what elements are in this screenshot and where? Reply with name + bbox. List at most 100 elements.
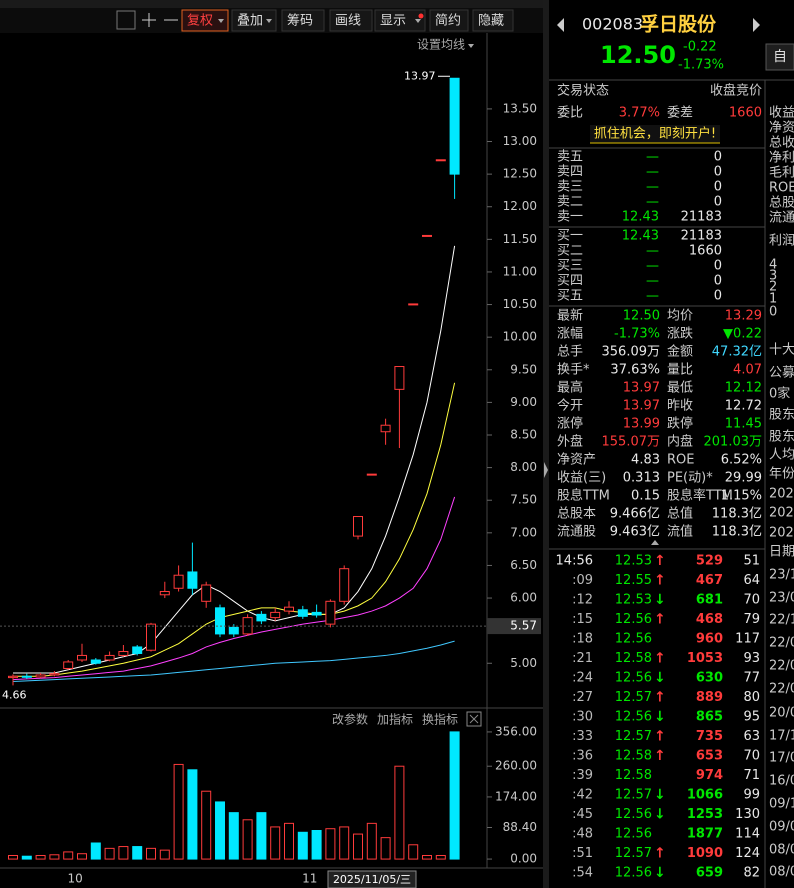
toolbar-icon[interactable]: [116, 10, 136, 30]
diff-value: 1660: [729, 106, 762, 121]
trade-volume: 1253: [687, 807, 723, 822]
toolbar-button[interactable]: [181, 9, 229, 32]
candle-body: [215, 607, 225, 635]
stat-value: 6.52%: [721, 453, 762, 468]
indicator-button[interactable]: 加指标: [377, 712, 413, 727]
trade-time: :48: [572, 827, 593, 842]
stat-value: 37.63%: [610, 363, 660, 378]
toolbar-button-label[interactable]: 隐藏: [478, 14, 504, 29]
volume-bar: [201, 790, 212, 860]
book-volume: 0: [714, 150, 722, 165]
stat-value: 356.09万: [602, 345, 661, 360]
indicator-button[interactable]: 换指标: [422, 712, 458, 727]
trade-count: 95: [743, 710, 760, 725]
trade-price: 12.56: [615, 710, 652, 725]
volume-bar: [366, 822, 377, 860]
trade-volume: 659: [696, 866, 723, 881]
trade-count: 93: [743, 651, 760, 666]
book-price: —: [646, 165, 659, 180]
trade-time: :18: [572, 632, 593, 647]
notice-dot: [418, 13, 424, 19]
trade-arrow: ↑: [654, 690, 666, 706]
y-tick-label: 8.50: [510, 428, 537, 442]
volume-bar: [339, 826, 350, 860]
candle-body: [366, 473, 377, 476]
book-volume: 0: [714, 180, 722, 195]
next-stock[interactable]: [753, 18, 760, 32]
y-tick-label: 10.50: [503, 297, 537, 311]
volume-bar: [284, 822, 294, 860]
dropdown-arrow[interactable]: [468, 44, 474, 48]
trade-arrow: ↑: [654, 651, 666, 667]
side-item: 总股: [769, 196, 794, 211]
toolbar-button[interactable]: [281, 9, 325, 32]
trade-count: 71: [743, 768, 760, 783]
toolbar-button-label[interactable]: 显示: [380, 14, 406, 29]
y-tick-label: 8.00: [510, 460, 537, 474]
candle-body: [77, 654, 87, 661]
toolbar-button[interactable]: [374, 9, 426, 32]
side-item: 股东: [769, 430, 794, 445]
splitter[interactable]: [543, 0, 549, 888]
trade-price: 12.56: [615, 632, 652, 647]
trade-arrow: ↑: [654, 748, 666, 764]
self-select-label[interactable]: 自: [773, 49, 787, 65]
y-tick-label: 174.00: [495, 789, 537, 803]
side-item: 2: [769, 280, 777, 295]
close-indicator[interactable]: [466, 711, 482, 727]
book-volume: 0: [714, 195, 722, 210]
stat-value: 9.463亿: [610, 525, 660, 540]
x-tick-label: 10: [68, 872, 83, 886]
trade-arrow: ↓: [654, 865, 666, 881]
toolbar-button-label[interactable]: 叠加: [237, 14, 263, 29]
expand-arrow[interactable]: [651, 540, 659, 545]
stock-code: 002083: [582, 15, 643, 34]
side-item: 22/0: [769, 659, 794, 674]
dropdown-arrow[interactable]: [415, 19, 421, 23]
candle-body: [118, 651, 129, 656]
trade-arrow: ↑: [654, 573, 666, 589]
dropdown-arrow[interactable]: [266, 19, 272, 23]
toolbar-button-label[interactable]: 复权: [187, 13, 213, 29]
trade-volume: 653: [696, 749, 723, 764]
indicator-button[interactable]: 改参数: [332, 712, 368, 727]
side-item: 09/0: [769, 820, 794, 835]
dropdown-arrow[interactable]: [218, 19, 224, 23]
toolbar-button[interactable]: [429, 9, 469, 32]
book-price: —: [646, 150, 659, 165]
side-item: 公募: [769, 366, 794, 381]
y-tick-label: 260.00: [495, 759, 537, 773]
y-tick-label: 7.50: [510, 493, 537, 507]
trade-volume: 974: [696, 768, 723, 783]
book-label: 卖四: [557, 165, 583, 180]
book-volume: 1660: [689, 244, 722, 259]
toolbar-button[interactable]: [231, 9, 277, 32]
stat-value: 1.15%: [721, 489, 762, 504]
book-price: —: [646, 289, 659, 304]
ma-setting[interactable]: 设置均线: [417, 38, 465, 52]
volume-bar: [132, 846, 143, 860]
banner-text[interactable]: 抓住机会，即刻开户!: [594, 126, 716, 142]
trade-price: 12.56: [615, 612, 652, 627]
splitter-arrow[interactable]: [544, 462, 548, 478]
toolbar-button-label[interactable]: 简约: [435, 13, 461, 29]
volume-bar: [77, 853, 87, 860]
volume-bar: [215, 801, 225, 860]
close-indicator[interactable]: [469, 714, 479, 724]
banner[interactable]: [590, 125, 720, 143]
candle-body: [435, 159, 446, 162]
side-item: 08/0: [769, 843, 794, 858]
toolbar-button-label[interactable]: 筹码: [287, 13, 313, 29]
trade-arrow: ↓: [654, 670, 666, 686]
ratio-value: 3.77%: [619, 106, 660, 121]
side-item: 3: [769, 269, 777, 284]
self-select-button[interactable]: [765, 43, 794, 71]
toolbar-button[interactable]: [472, 9, 514, 32]
stat-value: 201.03万: [704, 435, 763, 450]
toolbar-button-label[interactable]: 画线: [335, 14, 361, 29]
trade-price: 12.57: [615, 788, 652, 803]
volume-bar: [422, 855, 432, 860]
prev-stock[interactable]: [557, 18, 564, 32]
stat-value: 12.12: [725, 381, 762, 396]
toolbar-button[interactable]: [329, 9, 373, 32]
